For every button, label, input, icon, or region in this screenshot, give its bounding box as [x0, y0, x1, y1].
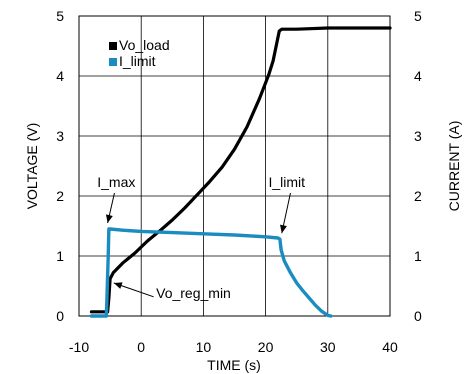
x-tick-label: 40 [382, 339, 398, 355]
series-line-vo-load [89, 26, 392, 314]
y-right-tick-label: 1 [414, 248, 422, 264]
series-line-i-limit [89, 227, 333, 318]
x-tick-label: 0 [137, 339, 145, 355]
y-left-tick-label: 1 [56, 248, 64, 264]
annotation-arrow-head [105, 214, 113, 223]
legend: Vo_load I_limit [109, 37, 170, 69]
x-tick-label: 20 [258, 339, 274, 355]
x-tick-label: 10 [196, 339, 212, 355]
annotation-vo-reg-min: Vo_reg_min [156, 285, 231, 301]
y-left-tick-label: 4 [56, 68, 64, 84]
annotation-arrow-head [280, 224, 287, 234]
plot-area-frame [78, 15, 391, 317]
y-right-tick-label: 3 [414, 128, 422, 144]
x-tick-label: 30 [320, 339, 336, 355]
legend-label-i-limit: I_limit [119, 53, 156, 69]
y-right-tick-label: 4 [414, 68, 422, 84]
y-right-tick-label: 0 [414, 308, 422, 324]
axis-ticks: -10 0 10 20 30 40 0 1 2 3 4 5 0 1 2 3 4 5 [56, 8, 422, 355]
y-axis-right-title: CURRENT (A) [446, 121, 462, 212]
series-layer [89, 26, 392, 318]
y-right-tick-label: 2 [414, 188, 422, 204]
legend-label-vo-load: Vo_load [119, 37, 170, 53]
annotation-arrow-head [113, 282, 123, 289]
y-right-tick-label: 5 [414, 8, 422, 24]
x-axis-title: TIME (s) [207, 357, 261, 373]
y-axis-left-title: VOLTAGE (V) [24, 123, 40, 210]
annotations: I_max I_limit Vo_reg_min [97, 174, 305, 301]
y-left-tick-label: 0 [56, 308, 64, 324]
annotation-i-limit: I_limit [268, 174, 305, 190]
y-left-tick-label: 2 [56, 188, 64, 204]
y-left-tick-label: 5 [56, 8, 64, 24]
y-left-tick-label: 3 [56, 128, 64, 144]
legend-swatch-vo-load [109, 42, 117, 50]
x-tick-label: -10 [69, 339, 89, 355]
legend-swatch-i-limit [109, 58, 117, 66]
annotation-i-max: I_max [97, 174, 135, 190]
